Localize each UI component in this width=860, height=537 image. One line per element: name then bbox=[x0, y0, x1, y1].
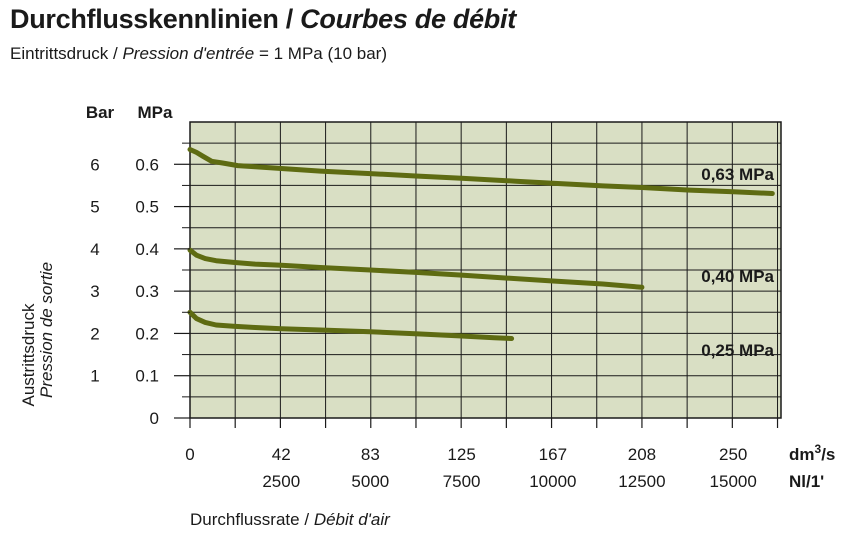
y-tick-label-mpa: 0.3 bbox=[135, 282, 159, 301]
y-tick-label-bar: 6 bbox=[90, 155, 99, 174]
y-tick-label-mpa: 0 bbox=[150, 409, 159, 428]
series-label-0: 0,63 MPa bbox=[701, 165, 774, 184]
y-tick-label-bar: 4 bbox=[90, 240, 99, 259]
y-tick-label-bar: 5 bbox=[90, 198, 99, 217]
x-axis-title-separator: / bbox=[304, 510, 310, 529]
x-unit-dms-label: dm3/s bbox=[789, 442, 835, 464]
y-tick-label-mpa: 0.1 bbox=[135, 367, 159, 386]
subtitle-separator: / bbox=[112, 44, 118, 63]
x-unit-nl-label: Nl/1' bbox=[789, 472, 824, 491]
y-tick-label-mpa: 0.6 bbox=[135, 155, 159, 174]
x-tick-label-dms: 167 bbox=[539, 445, 567, 464]
y-tick-label-bar: 2 bbox=[90, 324, 99, 343]
title-german: Durchflusskennlinien bbox=[10, 4, 279, 34]
subtitle-german: Eintrittsdruck bbox=[10, 44, 109, 63]
x-tick-label-nl: 7500 bbox=[443, 472, 481, 491]
y-axis-title-french: Pression de sortie bbox=[37, 262, 56, 398]
x-unit-dms-tail: /s bbox=[821, 445, 835, 464]
series-label-2: 0,25 MPa bbox=[701, 341, 774, 360]
x-tick-label-nl: 10000 bbox=[529, 472, 576, 491]
title-separator: / bbox=[285, 4, 294, 34]
series-line-1 bbox=[187, 247, 645, 290]
x-axis-title-french: Débit d'air bbox=[313, 510, 390, 529]
x-tick-label-nl: 12500 bbox=[618, 472, 665, 491]
x-tick-label-nl: 2500 bbox=[262, 472, 300, 491]
y-tick-label-mpa: 0.4 bbox=[135, 240, 159, 259]
chart-subtitle: Eintrittsdruck / Pression d'entrée = 1 M… bbox=[10, 44, 387, 64]
series-line-0 bbox=[187, 147, 775, 196]
x-tick-label-dms: 125 bbox=[447, 445, 475, 464]
series-line-2 bbox=[187, 309, 515, 341]
x-tick-label-nl: 15000 bbox=[710, 472, 757, 491]
title-french: Courbes de débit bbox=[300, 4, 516, 34]
chart-title: Durchflusskennlinien / Courbes de débit bbox=[10, 4, 516, 35]
subtitle-french: Pression d'entrée bbox=[122, 44, 255, 63]
x-tick-label-dms: 83 bbox=[361, 445, 380, 464]
series-label-1: 0,40 MPa bbox=[701, 267, 774, 286]
y-tick-label-mpa: 0.2 bbox=[135, 324, 159, 343]
y-unit-mpa-label: MPa bbox=[138, 103, 174, 122]
x-tick-label-dms: 0 bbox=[185, 445, 194, 464]
y-tick-label-bar: 3 bbox=[90, 282, 99, 301]
x-axis-title: Durchflussrate / Débit d'air bbox=[190, 510, 390, 530]
y-axis-title-german: Austrittsdruck bbox=[19, 303, 38, 406]
x-tick-label-nl: 5000 bbox=[351, 472, 389, 491]
x-unit-dms-sup: 3 bbox=[815, 442, 822, 456]
y-tick-label-bar: 1 bbox=[90, 367, 99, 386]
y-unit-bar-label: Bar bbox=[86, 103, 115, 122]
x-unit-dms-base: dm bbox=[789, 445, 815, 464]
y-tick-label-mpa: 0.5 bbox=[135, 198, 159, 217]
x-axis-title-german: Durchflussrate bbox=[190, 510, 300, 529]
x-tick-label-dms: 250 bbox=[719, 445, 747, 464]
subtitle-value: = 1 MPa (10 bar) bbox=[258, 44, 387, 63]
x-tick-label-dms: 208 bbox=[628, 445, 656, 464]
x-tick-label-dms: 42 bbox=[272, 445, 291, 464]
